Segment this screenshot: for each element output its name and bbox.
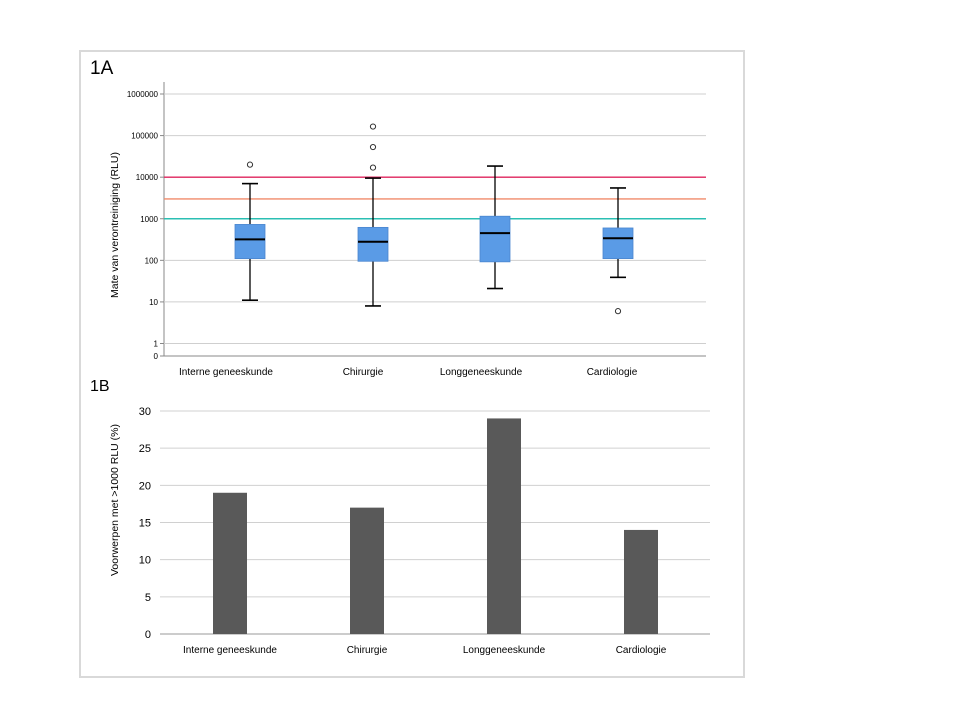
y-tick-label-1a: 100000 [131, 132, 158, 141]
outlier-point [369, 143, 377, 151]
outlier-point [369, 123, 377, 130]
y-tick-label-1b: 30 [139, 406, 151, 418]
y-tick-label-1b: 25 [139, 443, 151, 455]
y-tick-label-1a: 1000000 [127, 90, 159, 99]
y-axis-label-1a: Mate van verontreiniging (RLU) [109, 152, 121, 298]
y-tick-label-1a: 1 [154, 340, 159, 349]
y-tick-label-1b: 0 [145, 629, 151, 641]
x-tick-label-1b: Interne geneeskunde [183, 645, 277, 656]
y-tick-label-1a: 0 [154, 352, 159, 361]
box [602, 227, 634, 260]
panel-label-1a: 1A [90, 58, 114, 79]
x-tick-label-1a: Longgeneeskunde [440, 367, 523, 378]
x-tick-label-1a: Cardiologie [587, 367, 638, 378]
box [357, 226, 389, 262]
x-tick-label-1b: Cardiologie [616, 645, 667, 656]
panel-label-1b: 1B [90, 378, 110, 395]
y-tick-label-1a: 1000 [140, 215, 158, 224]
x-tick-label-1b: Chirurgie [347, 645, 388, 656]
y-tick-label-1a: 10 [149, 298, 158, 307]
y-axis-label-1b: Voorwerpen met >1000 RLU (%) [109, 424, 121, 576]
y-tick-label-1a: 10000 [136, 173, 159, 182]
outlier-point [614, 308, 622, 315]
outlier-point [369, 164, 377, 171]
outlier-point [246, 161, 254, 168]
x-tick-label-1a: Interne geneeskunde [179, 367, 273, 378]
bar [624, 529, 658, 634]
x-tick-label-1a: Chirurgie [343, 367, 384, 378]
y-tick-label-1b: 10 [139, 555, 151, 567]
box [234, 224, 266, 260]
box [479, 215, 511, 263]
y-tick-label-1b: 15 [139, 518, 151, 530]
box-plot-1a: 0 1 10 100 1000 10000 100000 1000000 Mate van ve… [109, 82, 706, 378]
figure-frame [79, 50, 745, 678]
y-tick-label-1b: 20 [139, 480, 151, 492]
bar [487, 418, 521, 634]
bar [213, 492, 247, 634]
bar [350, 507, 384, 634]
y-tick-label-1a: 100 [145, 256, 159, 265]
x-tick-label-1b: Longgeneeskunde [463, 645, 546, 656]
y-tick-label-1b: 5 [145, 592, 151, 604]
bar-chart-1b: 0 5 10 15 20 25 30 Voorwerpen met >1000 RLU (%)… [109, 406, 710, 656]
